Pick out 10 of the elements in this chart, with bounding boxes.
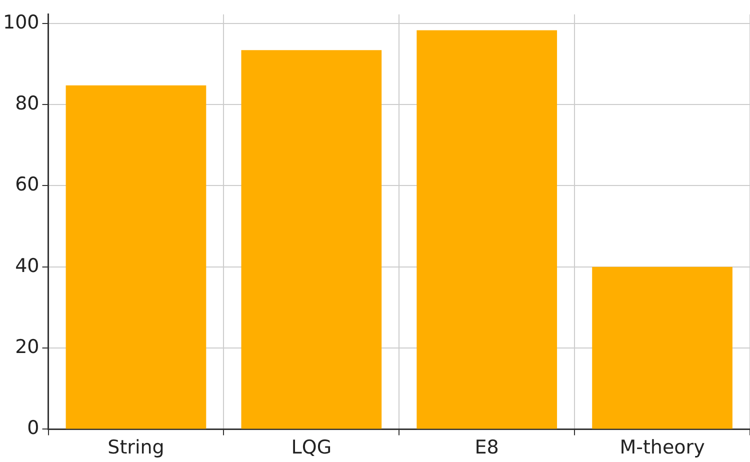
y-tick-label: 60	[15, 174, 40, 196]
y-tick-label: 80	[15, 92, 40, 114]
y-tick-label: 40	[15, 254, 40, 277]
x-tick-label: M-theory	[620, 436, 705, 459]
x-tick-label: E8	[474, 436, 499, 459]
x-tick-label: String	[108, 436, 164, 459]
y-tick-label: 20	[15, 336, 40, 358]
y-tick-label: 100	[3, 11, 40, 34]
y-tick-label: 0	[27, 417, 40, 440]
x-tick-label: LQG	[291, 436, 332, 459]
